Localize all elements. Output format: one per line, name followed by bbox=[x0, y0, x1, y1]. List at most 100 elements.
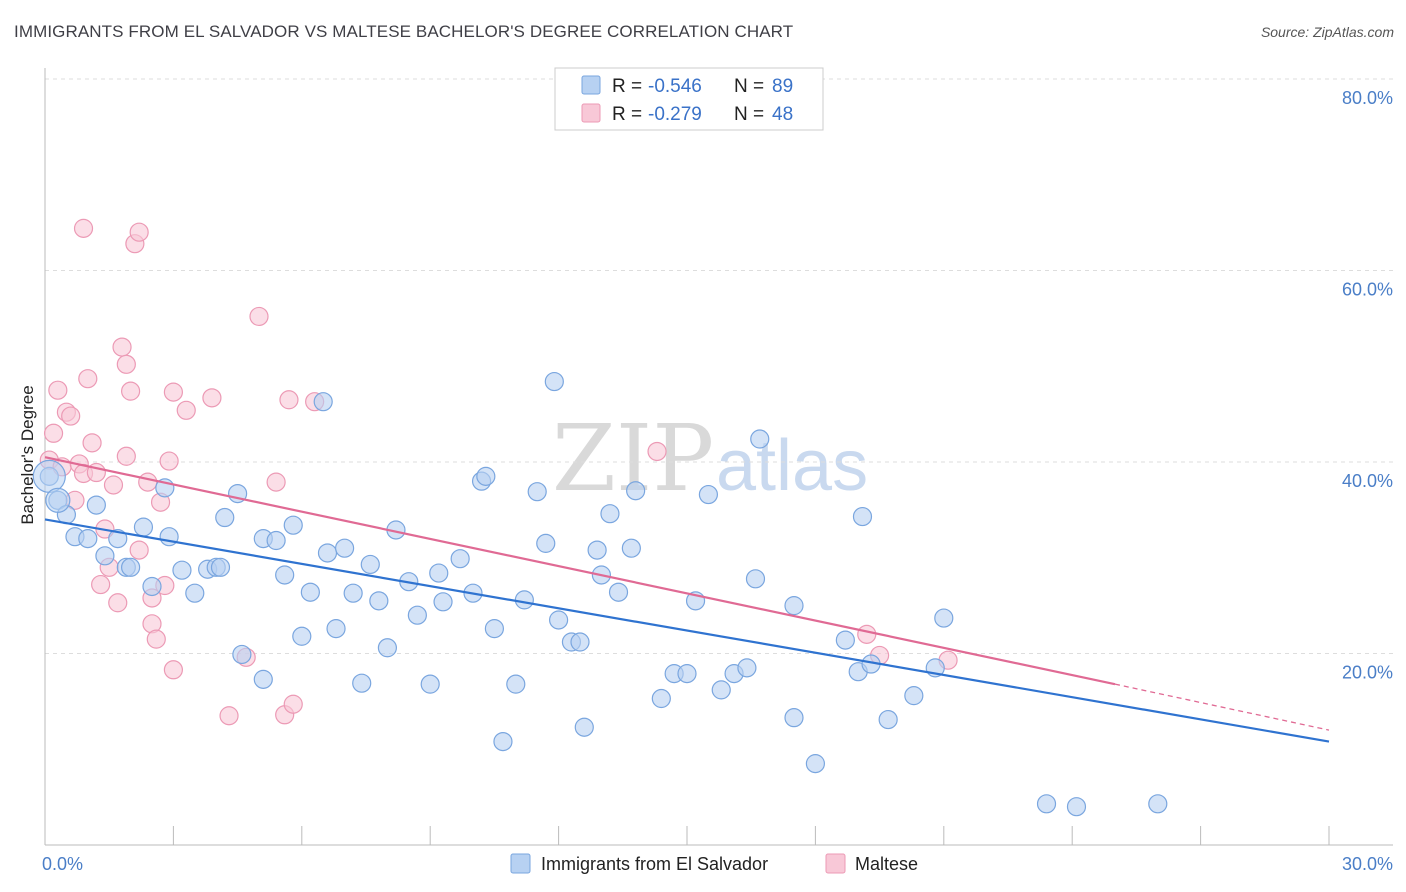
el-salvador-point bbox=[544, 371, 564, 392]
el-salvador-point bbox=[476, 466, 496, 486]
el-salvador-point bbox=[835, 630, 855, 650]
maltese-point bbox=[138, 472, 158, 492]
el-salvador-point bbox=[574, 717, 594, 737]
el-salvador-point-large bbox=[45, 487, 71, 513]
legend-r-value-2: -0.279 bbox=[648, 104, 702, 125]
el-salvador-point bbox=[133, 517, 154, 537]
maltese-point bbox=[121, 381, 141, 401]
x-axis-ticks bbox=[44, 826, 1330, 845]
bottom-legend-label-blue: Immigrants from El Salvador bbox=[541, 854, 768, 874]
bottom-legend-swatch-pink bbox=[825, 853, 846, 874]
y-tick-labels: 20.0% 40.0% 60.0% 80.0% bbox=[1342, 88, 1393, 683]
maltese-point bbox=[163, 382, 183, 402]
el-salvador-point bbox=[527, 482, 547, 502]
el-salvador-point bbox=[493, 731, 513, 752]
el-salvador-point bbox=[232, 644, 252, 665]
el-salvador-point bbox=[600, 504, 620, 524]
maltese-point bbox=[91, 574, 111, 595]
el-salvador-point bbox=[737, 658, 757, 678]
el-salvador-point bbox=[621, 538, 641, 558]
el-salvador-point bbox=[326, 619, 346, 639]
x-tick-labels: 0.0% 30.0% bbox=[42, 854, 1393, 874]
el-salvador-point bbox=[313, 392, 333, 412]
el-salvador-point bbox=[1036, 794, 1057, 814]
y-tick-label: 80.0% bbox=[1342, 88, 1393, 108]
legend-r-label-2: R = bbox=[612, 104, 642, 125]
el-salvador-point bbox=[78, 528, 98, 549]
el-salvador-point bbox=[317, 543, 338, 563]
el-salvador-point bbox=[608, 582, 629, 602]
legend-swatch-pink bbox=[581, 103, 601, 123]
el-salvador-point bbox=[266, 530, 286, 551]
trend-lines bbox=[44, 456, 1330, 743]
el-salvador-point bbox=[292, 626, 312, 646]
el-salvador-point bbox=[210, 557, 231, 577]
el-salvador-point bbox=[429, 563, 449, 583]
legend-box: R = -0.546 N = 89 R = -0.279 N = 48 bbox=[554, 67, 824, 131]
maltese-point bbox=[279, 390, 299, 410]
legend-r-value-1: -0.546 bbox=[648, 76, 702, 97]
el-salvador-point bbox=[750, 429, 770, 449]
maltese-point bbox=[78, 369, 98, 389]
legend-n-label-2: N = bbox=[734, 104, 764, 125]
el-salvador-point bbox=[283, 515, 303, 535]
el-salvador-point bbox=[711, 680, 731, 700]
maltese-point bbox=[116, 446, 136, 466]
el-salvador-point-large bbox=[32, 459, 66, 493]
maltese-point bbox=[43, 423, 64, 443]
el-salvador-point bbox=[784, 596, 804, 616]
el-salvador-point bbox=[484, 619, 504, 639]
el-salvador-point bbox=[450, 549, 470, 569]
bottom-legend-swatch-blue bbox=[510, 853, 531, 874]
el-salvador-point bbox=[536, 533, 556, 553]
el-salvador-point bbox=[784, 708, 804, 728]
el-salvador-point bbox=[677, 664, 697, 684]
maltese-point bbox=[176, 400, 196, 420]
x-tick-label-end: 30.0% bbox=[1342, 854, 1393, 874]
maltese-point bbox=[202, 388, 222, 408]
maltese-point bbox=[163, 660, 183, 680]
legend-n-value-1: 89 bbox=[772, 76, 793, 97]
maltese-point bbox=[249, 306, 269, 327]
legend-n-label-1: N = bbox=[734, 76, 764, 97]
maltese-point bbox=[103, 475, 124, 495]
el-salvador-point bbox=[407, 605, 427, 625]
el-salvador-point bbox=[626, 481, 646, 501]
el-salvador-point bbox=[433, 592, 453, 612]
el-salvador-point bbox=[185, 583, 205, 603]
legend-r-label-1: R = bbox=[612, 76, 642, 97]
el-salvador-point bbox=[852, 506, 873, 527]
maltese-point bbox=[283, 694, 303, 714]
legend-swatch-blue bbox=[581, 75, 601, 95]
maltese-trend-line-extension bbox=[1114, 683, 1330, 731]
el-salvador-point bbox=[335, 538, 355, 558]
y-tick-label: 20.0% bbox=[1342, 663, 1393, 683]
maltese-point bbox=[159, 451, 179, 471]
maltese-point bbox=[116, 354, 136, 374]
maltese-point bbox=[48, 380, 68, 400]
el-salvador-point bbox=[369, 591, 389, 611]
bottom-legend-label-pink: Maltese bbox=[855, 854, 918, 874]
el-salvador-point bbox=[360, 554, 380, 575]
el-salvador-point bbox=[934, 608, 954, 628]
maltese-point bbox=[219, 706, 239, 726]
el-salvador-point bbox=[878, 709, 898, 730]
el-salvador-point bbox=[570, 632, 590, 652]
maltese-point bbox=[857, 624, 877, 644]
el-salvador-point bbox=[904, 686, 924, 706]
maltese-point bbox=[82, 433, 102, 453]
maltese-point bbox=[266, 472, 286, 492]
el-salvador-points bbox=[32, 371, 1168, 817]
chart-source: Source: ZipAtlas.com bbox=[1260, 24, 1394, 40]
maltese-point bbox=[146, 629, 166, 649]
y-tick-label: 40.0% bbox=[1342, 471, 1393, 491]
chart-title: IMMIGRANTS FROM EL SALVADOR VS MALTESE B… bbox=[14, 22, 794, 41]
maltese-point bbox=[73, 218, 94, 238]
watermark-atlas: atlas bbox=[716, 426, 868, 506]
el-salvador-point bbox=[587, 540, 607, 560]
x-tick-label-start: 0.0% bbox=[42, 854, 83, 874]
el-salvador-point bbox=[215, 507, 235, 528]
el-salvador-point bbox=[121, 557, 141, 577]
el-salvador-trend-line bbox=[44, 518, 1330, 743]
